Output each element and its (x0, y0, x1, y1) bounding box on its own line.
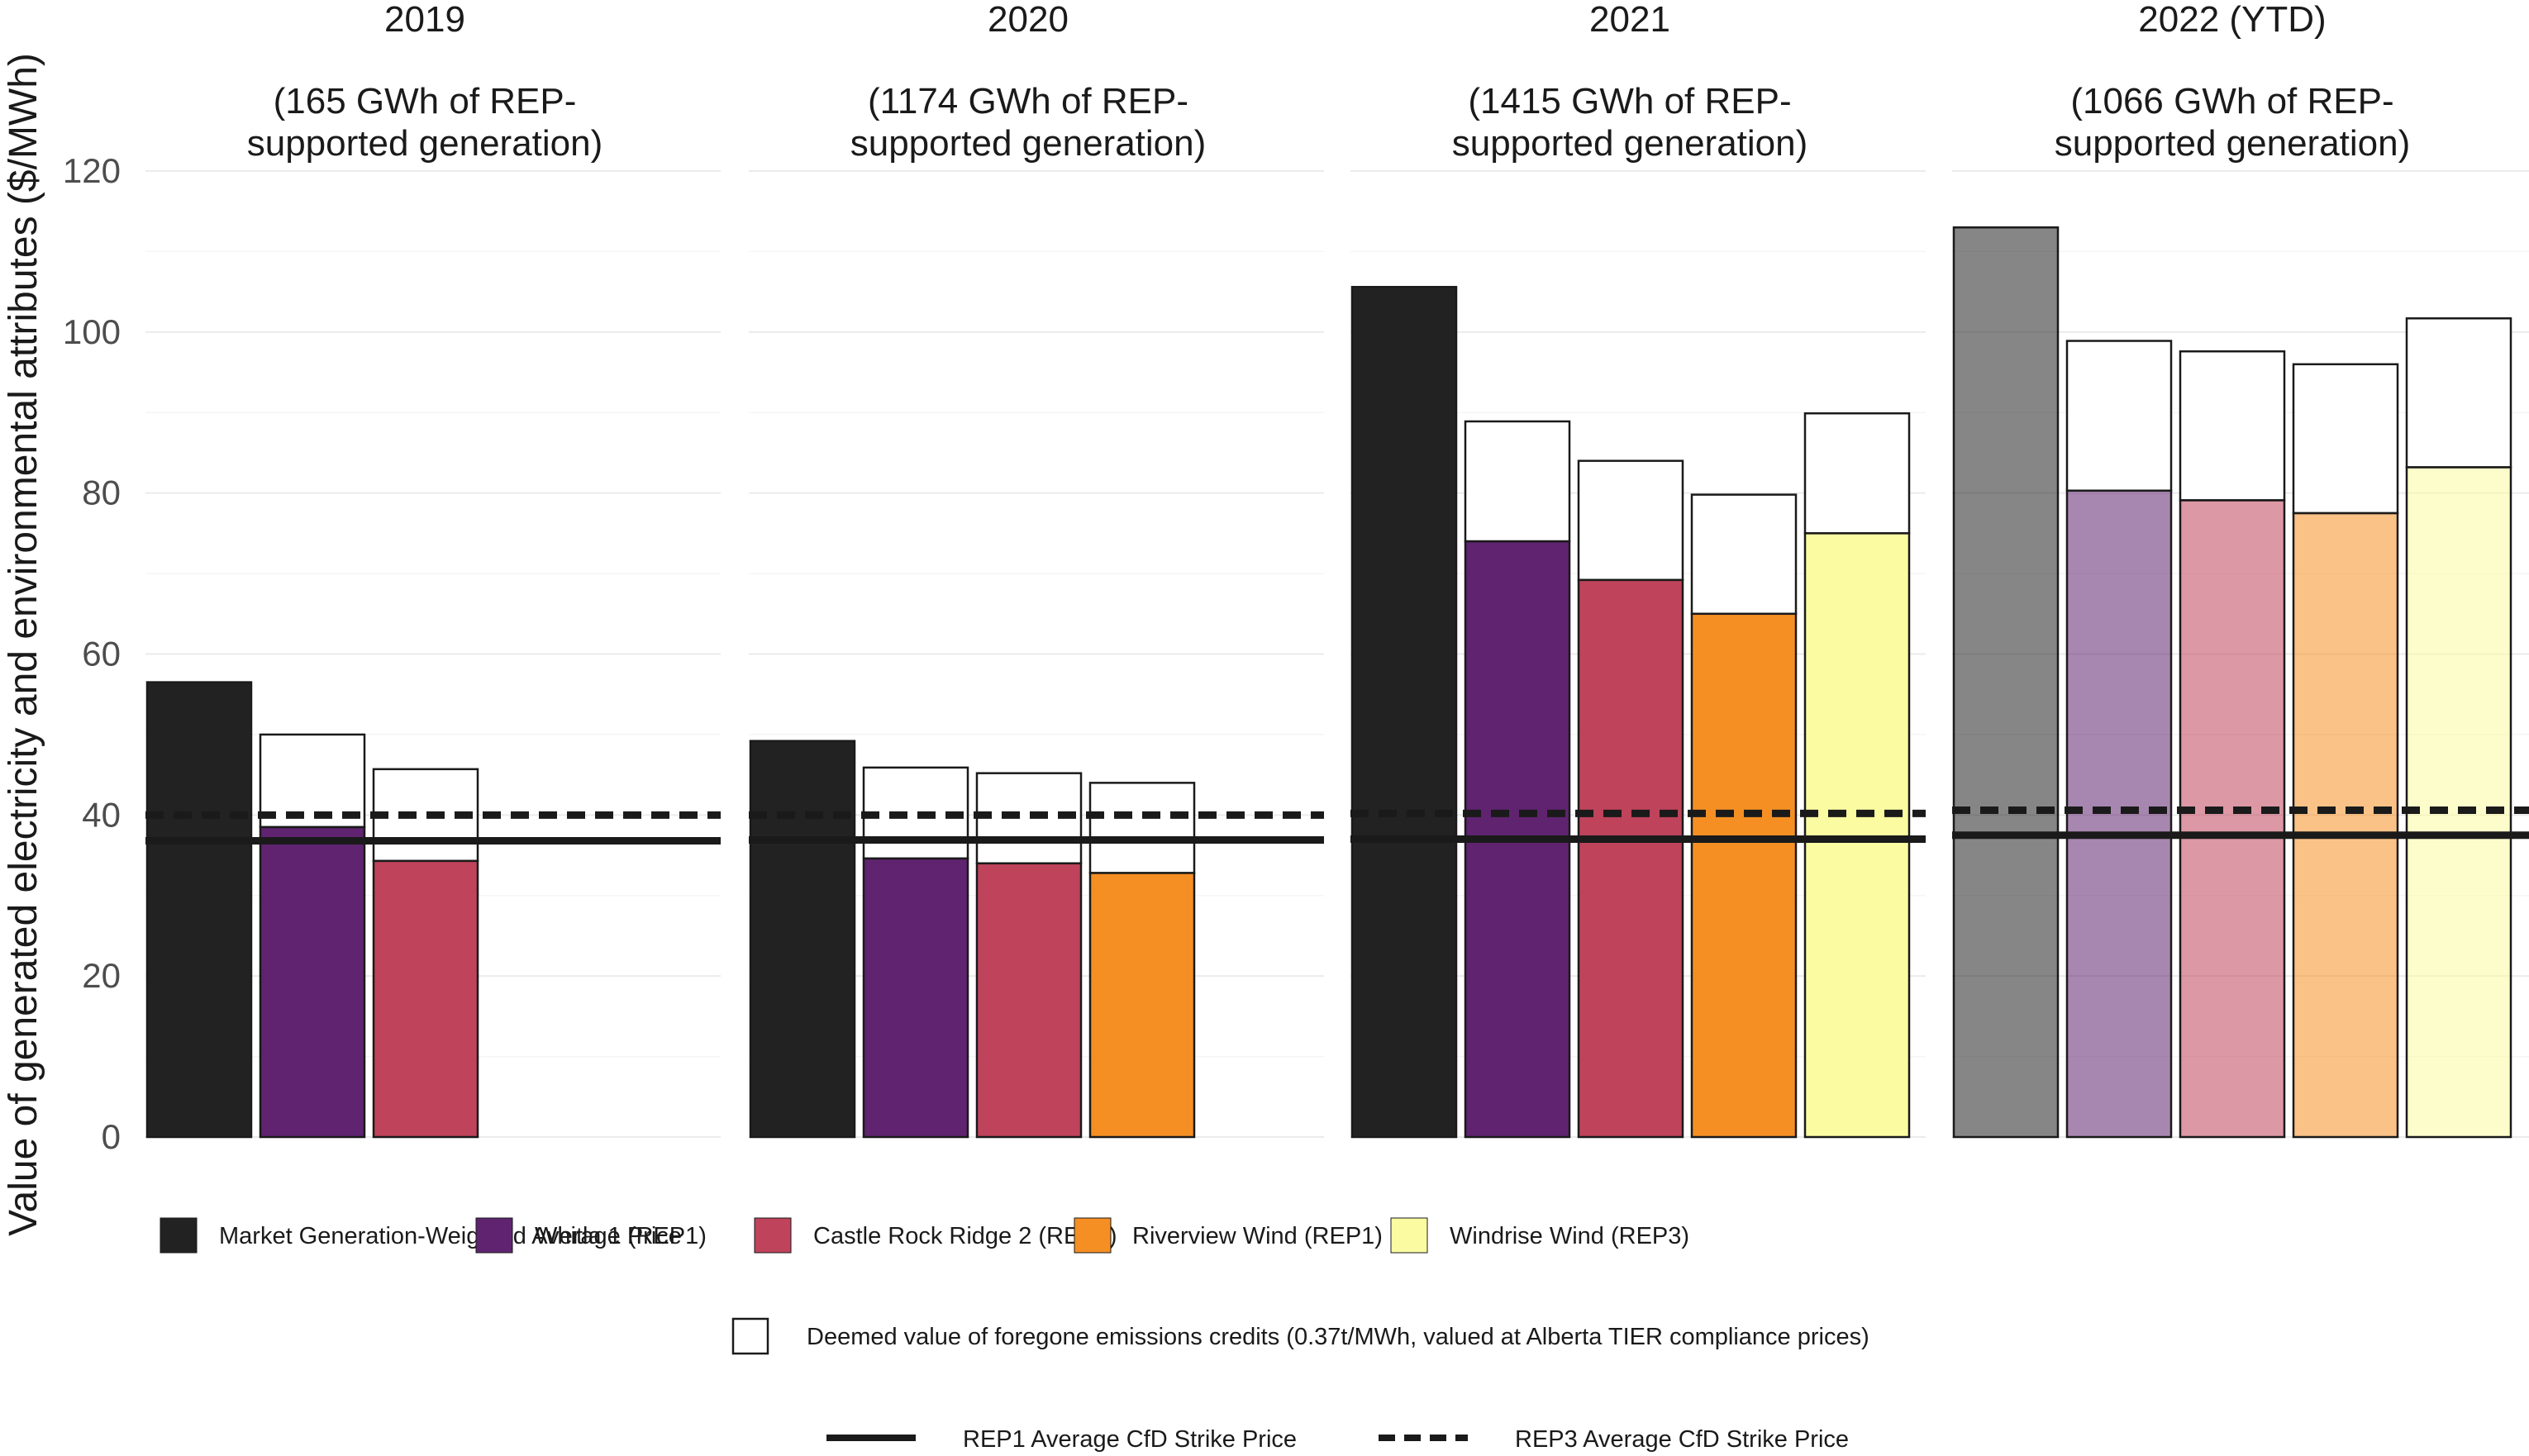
legend-swatch (731, 1317, 769, 1355)
y-axis-title: Value of generated electricity and envir… (2, 53, 45, 1236)
price-bar-segment (1577, 578, 1684, 1139)
legend-item-rep3-average-cfd-strike-price: REP3 Average CfD Strike Price (1379, 1426, 1849, 1453)
credits-bar-segment (1803, 412, 1911, 535)
price-bar-segment (259, 826, 366, 1139)
price-bar-segment (975, 862, 1083, 1139)
bar-market-generation-weighted-average-price (1952, 226, 2060, 1139)
price-bar-segment (1350, 286, 1458, 1139)
panel-subtitle: supported generation) (1452, 123, 1808, 164)
panel-subtitle: (1415 GWh of REP- (1468, 81, 1791, 121)
price-bar-segment (1803, 532, 1911, 1139)
price-bar-segment (749, 740, 856, 1139)
bar-whitla-1-rep1 (862, 766, 969, 1139)
panel-2022-ytd: 2022 (YTD) (1066 GWh of REP-supported gen… (1952, 0, 2529, 1139)
legend-swatch (1074, 1217, 1112, 1254)
panel-subtitle: supported generation) (247, 123, 603, 164)
panel-subtitle: supported generation) (850, 123, 1207, 164)
panel-year-title: 2022 (YTD) (2138, 0, 2326, 40)
y-tick-label: 20 (82, 956, 121, 995)
y-tick-label: 40 (82, 795, 121, 834)
credits-bar-segment (2405, 317, 2512, 469)
legend-item-market-generation-weighted-average-price: Market Generation-Weighted Average Price (160, 1217, 682, 1254)
legend-label: Windrise Wind (REP3) (1450, 1223, 1689, 1249)
credits-bar-segment (1088, 782, 1196, 874)
legend-swatch (754, 1217, 792, 1254)
price-bar-segment (2292, 512, 2399, 1139)
panel-year-title: 2019 (384, 0, 465, 40)
legend-item-credits: Deemed value of foregone emissions credi… (731, 1317, 1869, 1355)
legend-label: Riverview Wind (REP1) (1132, 1223, 1383, 1249)
panel-year-title: 2021 (1589, 0, 1670, 40)
panel-2020: 2020 (1174 GWh of REP-supported generatio… (749, 0, 1324, 1139)
legend-item-whitla-1-rep1: Whitla 1 (REP1) (475, 1217, 707, 1254)
y-axis-ticks: 0 20 40 60 80 100 120 (63, 151, 121, 1156)
price-bar-segment (1088, 872, 1196, 1139)
legend-swatch (160, 1217, 198, 1254)
bar-whitla-1-rep1 (2065, 340, 2173, 1139)
legend-swatch (475, 1217, 513, 1254)
price-bar-segment (2405, 466, 2512, 1139)
credits-bar-segment (1577, 459, 1684, 582)
legend-label: Castle Rock Ridge 2 (REP1) (813, 1223, 1117, 1249)
legend-label: REP3 Average CfD Strike Price (1515, 1426, 1849, 1453)
panel-subtitle: (1066 GWh of REP- (2070, 81, 2393, 121)
facet-panels: 2019 (165 GWh of REP-supported generation… (145, 0, 2529, 1139)
y-tick-label: 100 (63, 312, 121, 351)
legend-item-castle-rock-ridge-2-rep1: Castle Rock Ridge 2 (REP1) (754, 1217, 1117, 1254)
price-bar-segment (1952, 226, 2060, 1139)
price-bar-segment (1690, 612, 1798, 1139)
panel-subtitle: (165 GWh of REP- (274, 81, 577, 121)
bar-castle-rock-ridge-2-rep1 (372, 768, 479, 1139)
panel-subtitle: supported generation) (2055, 123, 2411, 164)
bar-whitla-1-rep1 (1464, 420, 1571, 1139)
legend-label: REP1 Average CfD Strike Price (963, 1426, 1297, 1453)
panel-subtitle: (1174 GWh of REP- (868, 81, 1188, 121)
bar-castle-rock-ridge-2-rep1 (975, 772, 1083, 1139)
y-tick-label: 80 (82, 473, 121, 512)
price-bar-segment (862, 857, 969, 1139)
bar-riverview-wind-rep1 (1088, 782, 1196, 1139)
y-tick-label: 120 (63, 151, 121, 190)
legend-label: Deemed value of foregone emissions credi… (807, 1324, 1869, 1350)
legend-item-rep1-average-cfd-strike-price: REP1 Average CfD Strike Price (826, 1426, 1297, 1453)
bar-castle-rock-ridge-2-rep1 (2179, 350, 2286, 1139)
credits-bar-segment (1464, 420, 1571, 543)
panel-2021: 2021 (1415 GWh of REP-supported generatio… (1350, 0, 1926, 1139)
bar-windrise-wind-rep3 (2405, 317, 2512, 1139)
y-tick-label: 0 (102, 1117, 121, 1156)
legend-item-windrise-wind-rep3: Windrise Wind (REP3) (1390, 1217, 1689, 1254)
legend-label: Whitla 1 (REP1) (535, 1223, 707, 1249)
bar-windrise-wind-rep3 (1803, 412, 1911, 1139)
credits-bar-segment (2179, 350, 2286, 502)
legend-label: Market Generation-Weighted Average Price (219, 1223, 682, 1249)
legend-swatch (1390, 1217, 1428, 1254)
bar-castle-rock-ridge-2-rep1 (1577, 459, 1684, 1139)
panel-2019: 2019 (165 GWh of REP-supported generation… (145, 0, 721, 1139)
price-bar-segment (2179, 499, 2286, 1139)
bar-riverview-wind-rep1 (1690, 493, 1798, 1139)
panel-year-title: 2020 (988, 0, 1069, 40)
legend: Market Generation-Weighted Average Price… (160, 1217, 1869, 1453)
bar-riverview-wind-rep1 (2292, 363, 2399, 1139)
bar-whitla-1-rep1 (259, 733, 366, 1139)
legend-item-riverview-wind-rep1: Riverview Wind (REP1) (1074, 1217, 1383, 1254)
bar-market-generation-weighted-average-price (145, 681, 253, 1139)
credits-bar-segment (1690, 493, 1798, 616)
price-bar-segment (372, 859, 479, 1139)
credits-bar-segment (2065, 340, 2173, 492)
y-tick-label: 60 (82, 635, 121, 673)
price-bar-segment (145, 681, 253, 1139)
bar-market-generation-weighted-average-price (1350, 286, 1458, 1139)
bar-market-generation-weighted-average-price (749, 740, 856, 1139)
credits-bar-segment (2292, 363, 2399, 515)
